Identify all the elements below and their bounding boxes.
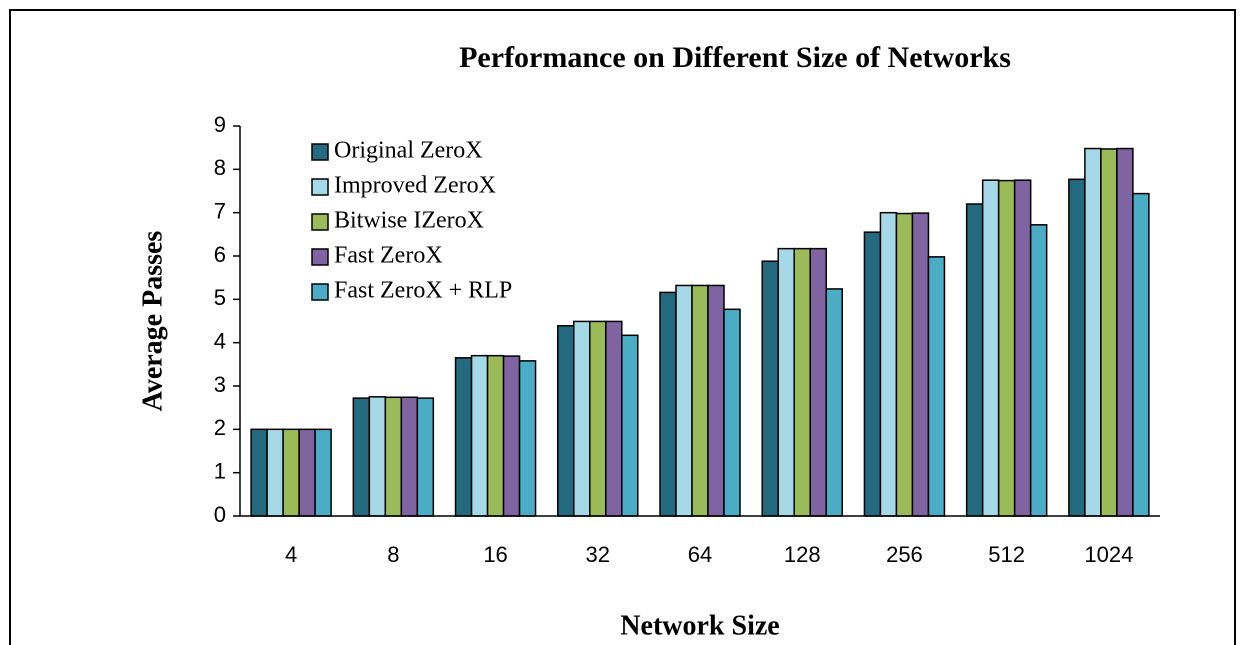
bar — [314, 428, 332, 517]
x-axis-label: Network Size — [620, 610, 779, 641]
bar — [659, 291, 677, 517]
bar — [282, 428, 300, 517]
bar — [997, 179, 1016, 517]
y-tick-label: 5 — [214, 285, 226, 310]
legend-label: Original ZeroX — [334, 138, 483, 164]
bar — [250, 428, 268, 517]
x-tick-label: 4 — [285, 542, 297, 567]
y-tick-label: 2 — [214, 415, 226, 440]
x-tick-label: 8 — [387, 542, 399, 567]
y-tick-label: 9 — [214, 112, 226, 137]
legend-swatch — [311, 248, 329, 266]
legend-swatch — [311, 283, 329, 301]
legend-label: Improved ZeroX — [334, 173, 496, 199]
bar — [621, 334, 639, 517]
bar — [470, 354, 489, 517]
y-tick-label: 8 — [214, 155, 226, 180]
bar — [486, 354, 505, 517]
legend-label: Fast ZeroX + RLP — [334, 278, 512, 304]
x-tick-label: 512 — [988, 542, 1025, 567]
bar — [809, 247, 827, 517]
y-tick-label: 4 — [214, 328, 226, 353]
bar — [707, 284, 725, 517]
bar — [384, 396, 403, 517]
legend-label: Bitwise IZeroX — [334, 208, 484, 234]
bar — [605, 320, 623, 517]
x-tick-label: 16 — [483, 542, 507, 567]
bar — [879, 211, 898, 517]
chart-title: Performance on Different Size of Network… — [459, 41, 1011, 74]
bar — [502, 355, 521, 517]
bar — [981, 179, 1000, 517]
bar — [863, 231, 882, 517]
bar — [454, 357, 473, 517]
bar — [965, 203, 984, 517]
bar — [1132, 192, 1150, 517]
bar — [1029, 224, 1048, 517]
bar — [298, 428, 316, 517]
frame — [9, 9, 1236, 645]
bar — [927, 256, 946, 517]
bar — [723, 308, 741, 517]
bar — [1116, 147, 1134, 517]
bar — [825, 288, 843, 517]
legend-swatch — [311, 143, 329, 161]
x-tick-label: 1024 — [1084, 542, 1133, 567]
bar — [1068, 178, 1086, 517]
bar — [895, 212, 914, 517]
bar — [1013, 179, 1032, 517]
legend-label: Fast ZeroX — [334, 243, 443, 269]
bar — [400, 396, 419, 517]
y-tick-label: 7 — [214, 198, 226, 223]
x-tick-label: 64 — [688, 542, 712, 567]
x-tick-label: 32 — [586, 542, 610, 567]
bar — [761, 260, 779, 517]
y-tick-label: 3 — [214, 372, 226, 397]
legend-swatch — [311, 213, 329, 231]
bar — [416, 397, 435, 517]
bar — [352, 397, 371, 517]
bar — [589, 320, 607, 517]
x-tick-label: 128 — [784, 542, 821, 567]
bar — [557, 325, 575, 517]
bar — [675, 284, 693, 517]
bar — [1084, 147, 1102, 517]
bar — [1100, 148, 1118, 517]
bar — [777, 247, 795, 517]
bar — [691, 284, 709, 517]
bar — [368, 396, 387, 517]
y-tick-label: 0 — [214, 502, 226, 527]
bar — [793, 247, 811, 517]
bar — [573, 320, 591, 517]
y-axis-label: Average Passes — [137, 231, 168, 412]
x-tick-label: 256 — [886, 542, 923, 567]
bar — [266, 428, 284, 517]
y-tick-label: 1 — [214, 458, 226, 483]
y-tick-label: 6 — [214, 242, 226, 267]
legend-swatch — [311, 178, 329, 196]
bar — [518, 360, 537, 517]
bar — [911, 212, 930, 517]
